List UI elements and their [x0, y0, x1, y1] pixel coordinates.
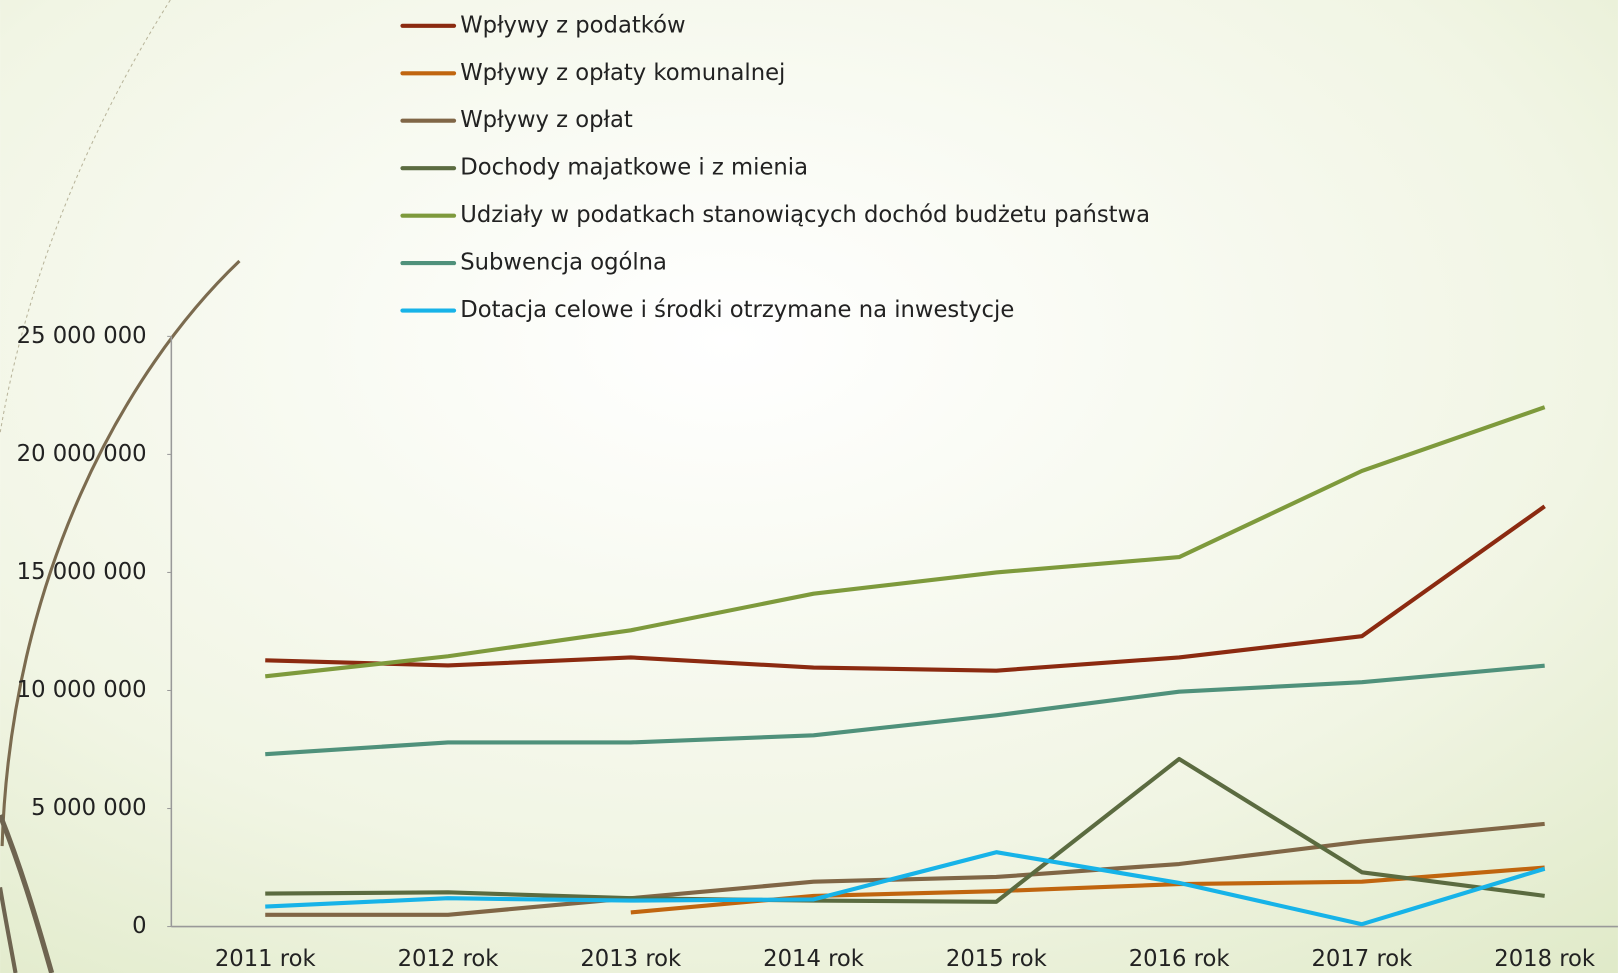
series-line	[265, 850, 1546, 927]
x-tick-label: 2013 rok	[580, 946, 682, 972]
legend-label: Subwencja ogólna	[460, 250, 667, 276]
x-tick-label: 2017 rok	[1311, 946, 1413, 972]
x-tick-label: 2015 rok	[946, 946, 1048, 972]
y-tick-label: 20 000 000	[17, 441, 147, 467]
decoration	[0, 0, 241, 974]
legend-label: Dochody majatkowe i z mienia	[460, 155, 808, 181]
series-line	[265, 756, 1545, 904]
y-tick-label: 0	[132, 913, 146, 939]
x-tick-label: 2014 rok	[763, 946, 865, 972]
y-tick-label: 25 000 000	[17, 323, 147, 349]
legend-label: Wpływy z podatków	[460, 12, 685, 38]
legend-label: Dotacja celowe i środki otrzymane na inw…	[460, 297, 1014, 323]
series-line	[265, 821, 1545, 917]
x-tick-label: 2011 rok	[215, 946, 317, 972]
legend-label: Udziały w podatkach stanowiących dochód …	[460, 202, 1150, 228]
series-line	[265, 504, 1546, 673]
y-tick-label: 10 000 000	[17, 677, 147, 703]
y-tick-label: 5 000 000	[31, 795, 146, 821]
y-tick-label: 15 000 000	[17, 559, 147, 585]
legend-label: Wpływy z opłat	[460, 107, 633, 133]
x-tick-label: 2018 rok	[1494, 946, 1596, 972]
series-line	[265, 405, 1546, 679]
series-line	[265, 663, 1545, 757]
x-tick-label: 2012 rok	[398, 946, 500, 972]
x-tick-label: 2016 rok	[1129, 946, 1231, 972]
legend-label: Wpływy z opłaty komunalnej	[460, 60, 785, 86]
